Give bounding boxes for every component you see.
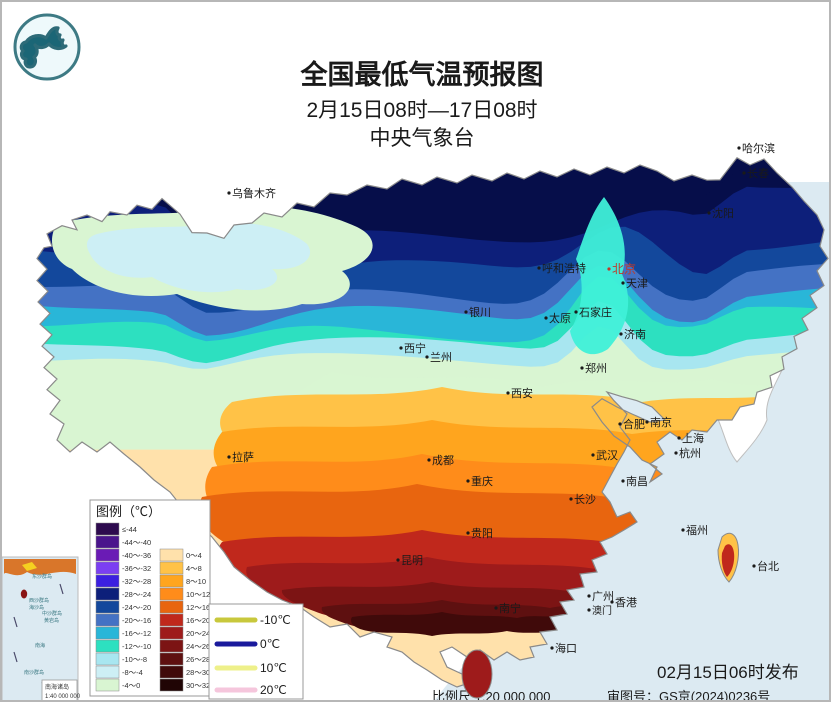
svg-text:南海诸岛: 南海诸岛 bbox=[45, 683, 69, 691]
svg-text:24～26: 24～26 bbox=[186, 642, 210, 651]
svg-text:0℃: 0℃ bbox=[260, 637, 280, 651]
svg-text:昆明: 昆明 bbox=[401, 554, 423, 567]
svg-text:02月15日06时发布: 02月15日06时发布 bbox=[657, 663, 799, 682]
svg-text:拉萨: 拉萨 bbox=[232, 450, 254, 464]
svg-text:西安: 西安 bbox=[511, 386, 533, 400]
svg-text:福州: 福州 bbox=[686, 523, 708, 537]
svg-text:重庆: 重庆 bbox=[471, 474, 493, 488]
svg-text:-32～-28: -32～-28 bbox=[122, 577, 151, 586]
svg-text:天津: 天津 bbox=[626, 277, 648, 290]
svg-text:杭州: 杭州 bbox=[679, 446, 701, 460]
svg-text:-44～-40: -44～-40 bbox=[122, 538, 151, 547]
svg-text:4～8: 4～8 bbox=[186, 564, 202, 573]
svg-text:12～16: 12～16 bbox=[186, 603, 210, 612]
svg-text:沈阳: 沈阳 bbox=[712, 206, 734, 220]
svg-text:8～10: 8～10 bbox=[186, 577, 206, 586]
svg-text:南宁: 南宁 bbox=[499, 601, 521, 615]
svg-text:澳门: 澳门 bbox=[592, 604, 612, 617]
svg-text:-20～-16: -20～-16 bbox=[122, 616, 151, 625]
svg-text:中央气象台: 中央气象台 bbox=[370, 127, 475, 150]
svg-text:-28～-24: -28～-24 bbox=[122, 590, 151, 599]
svg-text:全国最低气温预报图: 全国最低气温预报图 bbox=[300, 59, 544, 90]
svg-text:北京: 北京 bbox=[612, 262, 636, 276]
svg-text:10～12: 10～12 bbox=[186, 590, 210, 599]
svg-text:呼和浩特: 呼和浩特 bbox=[542, 261, 586, 275]
svg-text:贵阳: 贵阳 bbox=[471, 527, 493, 540]
svg-text:西宁: 西宁 bbox=[404, 341, 426, 355]
svg-text:-12～-10: -12～-10 bbox=[122, 642, 151, 651]
svg-text:20℃: 20℃ bbox=[260, 683, 287, 697]
svg-text:-36～-32: -36～-32 bbox=[122, 564, 151, 573]
svg-text:石家庄: 石家庄 bbox=[579, 305, 612, 319]
svg-text:海沙岛: 海沙岛 bbox=[29, 604, 44, 611]
svg-text:比例尺 1:20 000 000: 比例尺 1:20 000 000 bbox=[432, 689, 551, 702]
svg-text:济南: 济南 bbox=[624, 327, 646, 341]
svg-text:10℃: 10℃ bbox=[260, 661, 287, 675]
svg-text:16～20: 16～20 bbox=[186, 616, 210, 625]
svg-text:长沙: 长沙 bbox=[574, 493, 596, 506]
svg-text:台北: 台北 bbox=[757, 559, 779, 573]
svg-text:1:40 000 000: 1:40 000 000 bbox=[45, 694, 81, 700]
svg-text:香港: 香港 bbox=[615, 596, 637, 609]
svg-text:-8～-4: -8～-4 bbox=[122, 668, 143, 677]
svg-text:中沙群岛: 中沙群岛 bbox=[42, 610, 62, 617]
svg-text:黄岩岛: 黄岩岛 bbox=[44, 617, 59, 624]
svg-text:武汉: 武汉 bbox=[596, 449, 618, 462]
svg-text:东沙群岛: 东沙群岛 bbox=[32, 573, 52, 580]
svg-text:郑州: 郑州 bbox=[585, 361, 607, 375]
svg-text:太原: 太原 bbox=[549, 312, 571, 325]
svg-text:0～4: 0～4 bbox=[186, 551, 202, 560]
svg-text:-24～-20: -24～-20 bbox=[122, 603, 151, 612]
svg-text:银川: 银川 bbox=[469, 305, 491, 319]
svg-text:长春: 长春 bbox=[747, 167, 769, 180]
svg-text:成都: 成都 bbox=[432, 454, 454, 467]
svg-text:南海: 南海 bbox=[35, 642, 45, 649]
svg-text:30～32: 30～32 bbox=[186, 681, 210, 690]
svg-text:审图号：GS京(2024)0236号: 审图号：GS京(2024)0236号 bbox=[607, 689, 770, 702]
svg-text:2月15日08时—17日08时: 2月15日08时—17日08时 bbox=[306, 99, 537, 122]
svg-text:-40～-36: -40～-36 bbox=[122, 551, 151, 560]
svg-text:26～28: 26～28 bbox=[186, 655, 210, 664]
svg-text:-10～-8: -10～-8 bbox=[122, 655, 147, 664]
svg-text:≤-44: ≤-44 bbox=[122, 525, 137, 534]
svg-text:哈尔滨: 哈尔滨 bbox=[742, 141, 775, 155]
svg-text:合肥: 合肥 bbox=[623, 417, 645, 431]
svg-text:兰州: 兰州 bbox=[430, 351, 452, 364]
svg-text:28～30: 28～30 bbox=[186, 668, 210, 677]
svg-text:-4～0: -4～0 bbox=[122, 681, 140, 690]
svg-text:南昌: 南昌 bbox=[626, 475, 648, 488]
svg-text:20～24: 20～24 bbox=[186, 629, 210, 638]
svg-text:图例（℃）: 图例（℃） bbox=[96, 504, 161, 519]
svg-text:广州: 广州 bbox=[592, 590, 614, 603]
svg-text:南沙群岛: 南沙群岛 bbox=[24, 669, 44, 676]
svg-text:-16～-12: -16～-12 bbox=[122, 629, 151, 638]
svg-text:乌鲁木齐: 乌鲁木齐 bbox=[232, 186, 276, 200]
svg-text:西沙群岛: 西沙群岛 bbox=[29, 597, 49, 604]
svg-text:上海: 上海 bbox=[682, 431, 704, 445]
svg-text:海口: 海口 bbox=[555, 641, 577, 655]
svg-text:-10℃: -10℃ bbox=[260, 613, 291, 627]
svg-text:南京: 南京 bbox=[650, 415, 672, 429]
